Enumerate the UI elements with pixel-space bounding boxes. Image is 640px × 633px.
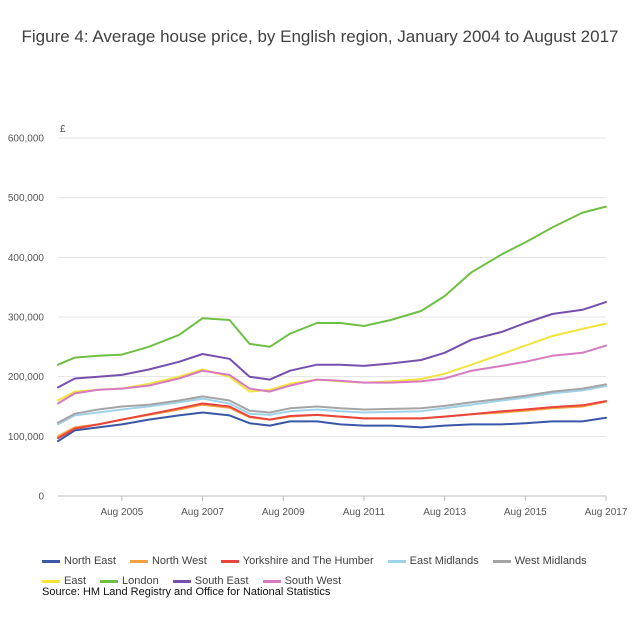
- legend-label: East Midlands: [409, 555, 479, 567]
- legend-label: East: [64, 575, 87, 587]
- series-line-yorkshire-and-the-humber: [57, 400, 607, 440]
- legend-item-london[interactable]: London: [100, 575, 159, 587]
- legend-label: London: [122, 575, 159, 587]
- legend-swatch: [100, 579, 119, 583]
- x-tick-label: Aug 2015: [504, 507, 547, 518]
- y-axis-unit-label: £: [60, 124, 66, 135]
- legend-label: South West: [284, 575, 342, 587]
- legend-item-east[interactable]: East: [42, 575, 86, 587]
- legend-swatch: [129, 559, 148, 563]
- series-line-west-midlands: [57, 383, 607, 424]
- legend-item-south-west[interactable]: South West: [262, 575, 342, 587]
- x-tick-label: Aug 2005: [100, 507, 143, 518]
- legend-swatch: [262, 579, 281, 583]
- legend-swatch: [220, 559, 239, 563]
- legend-label: North East: [64, 555, 116, 567]
- series-line-east-midlands: [57, 385, 607, 426]
- chart-legend: North East North West Yorkshire and The Hu…: [42, 551, 632, 591]
- y-tick-label: 100,000: [8, 432, 45, 443]
- legend-item-north-east[interactable]: North East: [42, 555, 116, 567]
- legend-label: West Midlands: [514, 555, 587, 567]
- legend-label: Yorkshire and The Humber: [242, 555, 374, 567]
- legend-item-west-midlands[interactable]: West Midlands: [492, 555, 587, 567]
- legend-swatch: [42, 559, 60, 563]
- legend-swatch: [492, 559, 511, 563]
- legend-label: South East: [194, 575, 249, 587]
- series-line-london: [57, 205, 607, 366]
- chart-title: Figure 4: Average house price, by Englis…: [21, 27, 619, 46]
- series-line-south-west: [57, 344, 607, 405]
- y-tick-label: 500,000: [8, 193, 45, 204]
- legend-swatch: [172, 579, 191, 583]
- source-note: Source: HM Land Registry and Office for …: [42, 586, 331, 598]
- x-tick-label: Aug 2017: [585, 507, 628, 518]
- legend-item-yorkshire-and-the-humber[interactable]: Yorkshire and The Humber: [220, 555, 374, 567]
- legend-swatch: [387, 559, 406, 563]
- series-line-north-east: [57, 411, 607, 443]
- y-tick-label: 300,000: [8, 313, 45, 324]
- legend-item-south-east[interactable]: South East: [172, 575, 249, 587]
- legend-swatch: [42, 579, 60, 583]
- y-tick-label: 400,000: [8, 253, 45, 264]
- x-tick-label: Aug 2007: [181, 507, 224, 518]
- x-tick-label: Aug 2013: [423, 507, 466, 518]
- y-tick-label: 0: [38, 492, 44, 503]
- y-tick-label: 600,000: [8, 134, 45, 145]
- legend-item-north-west[interactable]: North West: [129, 555, 207, 567]
- line-chart: 0 100,000 200,000 300,000 400,000 500,000 600,…: [8, 124, 628, 518]
- series-line-south-east: [57, 301, 607, 389]
- x-tick-label: Aug 2011: [343, 507, 386, 518]
- legend-label: North West: [151, 555, 207, 567]
- y-tick-label: 200,000: [8, 372, 45, 383]
- x-tick-label: Aug 2009: [262, 507, 305, 518]
- legend-item-east-midlands[interactable]: East Midlands: [387, 555, 479, 567]
